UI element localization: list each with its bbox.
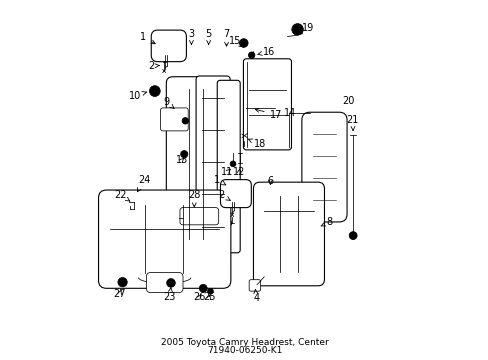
Text: 6: 6 xyxy=(267,176,273,186)
Circle shape xyxy=(182,118,188,124)
Text: 2: 2 xyxy=(218,190,230,201)
Circle shape xyxy=(199,284,207,292)
FancyBboxPatch shape xyxy=(196,76,230,259)
Text: 2005 Toyota Camry Headrest, Center: 2005 Toyota Camry Headrest, Center xyxy=(160,338,328,347)
Circle shape xyxy=(120,280,124,284)
Circle shape xyxy=(180,150,187,158)
Text: 19: 19 xyxy=(298,23,313,34)
Text: 27: 27 xyxy=(113,289,126,299)
FancyBboxPatch shape xyxy=(249,280,260,291)
FancyBboxPatch shape xyxy=(151,30,186,62)
FancyBboxPatch shape xyxy=(253,182,324,286)
Circle shape xyxy=(294,26,300,33)
FancyBboxPatch shape xyxy=(301,112,346,222)
Circle shape xyxy=(291,24,303,35)
Text: 18: 18 xyxy=(247,139,265,149)
Text: 21: 21 xyxy=(346,115,358,131)
FancyBboxPatch shape xyxy=(217,80,240,253)
Circle shape xyxy=(149,86,160,96)
Circle shape xyxy=(230,161,235,167)
Text: 16: 16 xyxy=(257,46,275,57)
Text: 20: 20 xyxy=(342,96,354,106)
Text: 5: 5 xyxy=(205,29,211,45)
Text: 12: 12 xyxy=(232,167,245,177)
Text: 26: 26 xyxy=(193,292,205,302)
Text: 24: 24 xyxy=(137,175,150,192)
Circle shape xyxy=(201,287,204,290)
Circle shape xyxy=(152,89,157,94)
Text: 25: 25 xyxy=(203,292,215,302)
Text: 23: 23 xyxy=(163,288,176,302)
FancyBboxPatch shape xyxy=(243,59,291,150)
Text: 9: 9 xyxy=(163,97,174,109)
Text: 1: 1 xyxy=(140,32,155,44)
Text: 7: 7 xyxy=(223,29,229,46)
FancyBboxPatch shape xyxy=(146,273,183,293)
Circle shape xyxy=(166,279,175,287)
Circle shape xyxy=(182,152,185,156)
Text: 4: 4 xyxy=(253,289,259,303)
Text: 3: 3 xyxy=(188,29,194,45)
Text: 14: 14 xyxy=(284,108,296,118)
FancyBboxPatch shape xyxy=(99,190,230,288)
FancyBboxPatch shape xyxy=(166,77,222,253)
Text: 28: 28 xyxy=(188,190,200,207)
FancyBboxPatch shape xyxy=(160,108,188,131)
Text: 17: 17 xyxy=(255,108,282,120)
Circle shape xyxy=(118,278,127,287)
FancyBboxPatch shape xyxy=(220,180,251,208)
FancyBboxPatch shape xyxy=(180,208,218,225)
Text: 15: 15 xyxy=(228,36,243,47)
Text: 10: 10 xyxy=(129,91,146,101)
Circle shape xyxy=(248,52,254,58)
Circle shape xyxy=(169,281,172,285)
Text: 11: 11 xyxy=(221,167,233,177)
Circle shape xyxy=(348,231,356,239)
Text: 22: 22 xyxy=(114,190,130,201)
Circle shape xyxy=(223,219,231,227)
Text: 8: 8 xyxy=(320,217,332,227)
Text: 1: 1 xyxy=(214,175,225,185)
Text: 13: 13 xyxy=(175,155,187,165)
Text: 2: 2 xyxy=(147,61,160,71)
Text: 71940-06250-K1: 71940-06250-K1 xyxy=(206,346,282,355)
Circle shape xyxy=(239,39,247,47)
Circle shape xyxy=(207,288,213,294)
